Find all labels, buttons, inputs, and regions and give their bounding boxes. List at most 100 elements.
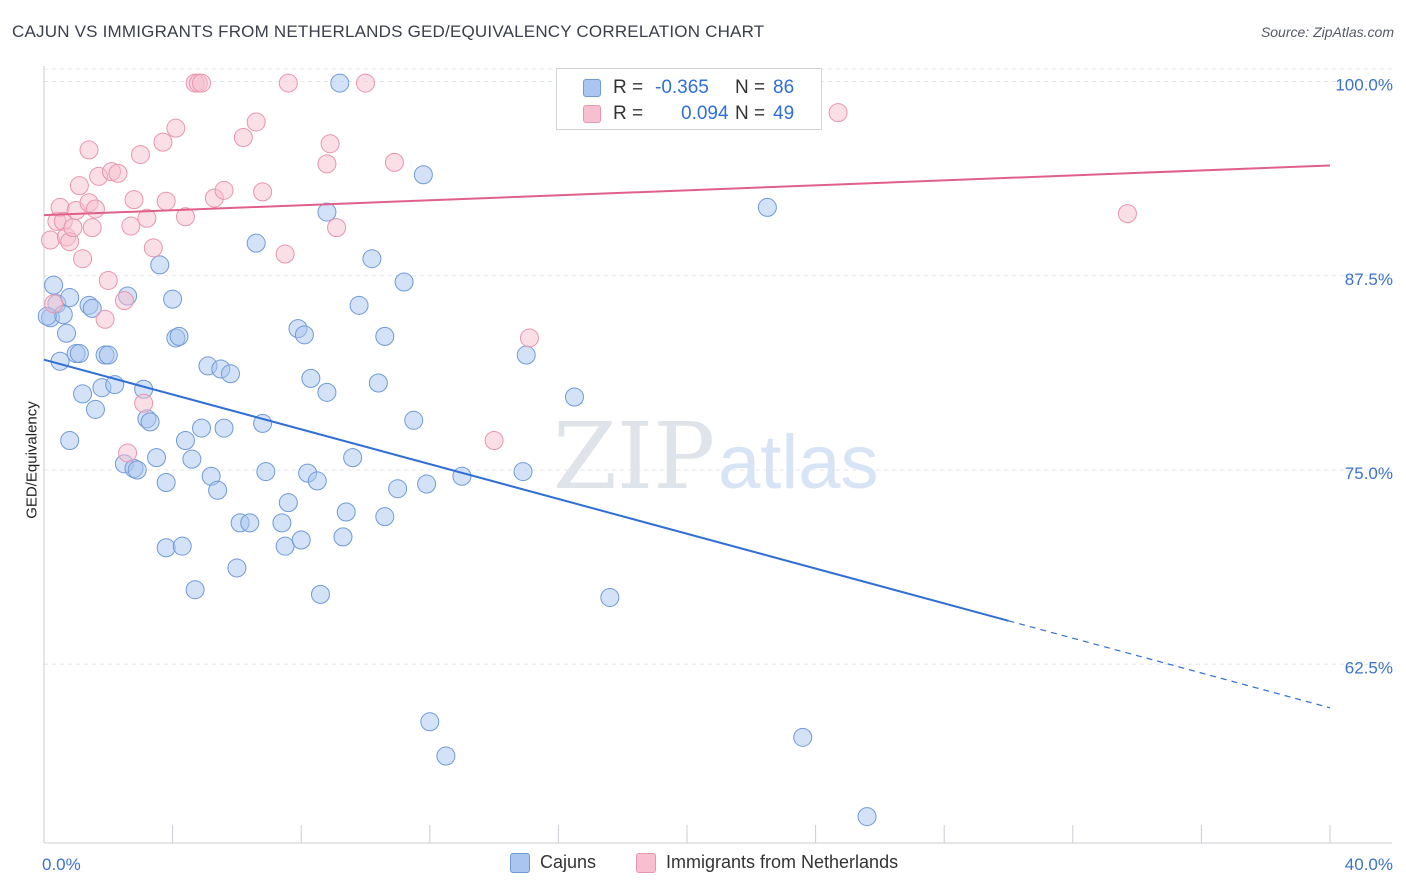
netherlands-point bbox=[124, 190, 144, 210]
netherlands-point bbox=[233, 127, 253, 147]
netherlands-point bbox=[98, 270, 118, 290]
cajuns-point bbox=[294, 325, 314, 345]
y-tick-label: 62.5% bbox=[1345, 658, 1393, 677]
netherlands-point bbox=[130, 145, 150, 165]
cajuns-point bbox=[275, 536, 295, 556]
netherlands-point bbox=[484, 431, 504, 451]
cajuns-point bbox=[253, 413, 273, 433]
cajuns-point bbox=[301, 368, 321, 388]
cajuns-point bbox=[317, 382, 337, 402]
cajuns-point bbox=[208, 480, 228, 500]
netherlands-point bbox=[121, 216, 141, 236]
cajuns-point bbox=[793, 727, 813, 747]
netherlands-point bbox=[317, 154, 337, 174]
netherlands-point bbox=[192, 73, 212, 93]
cajuns-point bbox=[98, 345, 118, 365]
netherlands-point bbox=[40, 230, 60, 250]
netherlands-point bbox=[253, 182, 273, 202]
y-tick-label: 75.0% bbox=[1345, 464, 1393, 483]
netherlands-points bbox=[40, 73, 1137, 463]
netherlands-point bbox=[82, 218, 102, 238]
legend-n-label: N = bbox=[735, 103, 766, 124]
cajuns-point bbox=[272, 513, 292, 533]
cajuns-point bbox=[349, 295, 369, 315]
x-tick-label: 40.0% bbox=[1345, 855, 1393, 874]
cajuns-point bbox=[310, 584, 330, 604]
netherlands-point bbox=[320, 134, 340, 154]
cajuns-point bbox=[394, 272, 414, 292]
cajuns-point bbox=[246, 233, 266, 253]
cajuns-point bbox=[417, 474, 437, 494]
netherlands-point bbox=[79, 140, 99, 160]
cajuns-point bbox=[333, 527, 353, 547]
netherlands-point bbox=[69, 176, 89, 196]
netherlands-point bbox=[143, 238, 163, 258]
netherlands-trend-line bbox=[43, 164, 1331, 217]
cajuns-point bbox=[60, 431, 80, 451]
netherlands-point bbox=[246, 112, 266, 132]
cajuns-point bbox=[60, 288, 80, 308]
legend-swatch-cajuns bbox=[583, 79, 601, 97]
cajuns-trend-extension bbox=[1008, 620, 1331, 709]
watermark: ZIP atlas bbox=[553, 403, 879, 510]
cajuns-point bbox=[147, 448, 167, 468]
gridlines bbox=[44, 68, 1392, 665]
legend-n-value: 49 bbox=[773, 103, 795, 124]
cajuns-point bbox=[220, 364, 240, 384]
cajuns-point bbox=[82, 298, 102, 318]
cajuns-point bbox=[150, 255, 170, 275]
legend-n-value: 86 bbox=[773, 77, 795, 98]
netherlands-point bbox=[327, 218, 347, 238]
chart-title: CAJUN VS IMMIGRANTS FROM NETHERLANDS GED… bbox=[12, 22, 765, 41]
legend-n-label: N = bbox=[735, 77, 766, 98]
cajuns-point bbox=[57, 323, 77, 343]
cajuns-point bbox=[85, 399, 105, 419]
cajuns-point bbox=[375, 326, 395, 346]
bottom-legend-label-cajuns: Cajuns bbox=[540, 852, 597, 872]
legend-r-value: -0.365 bbox=[655, 77, 709, 98]
netherlands-point bbox=[63, 218, 83, 238]
cajuns-point bbox=[362, 249, 382, 269]
watermark-zip: ZIP bbox=[553, 403, 715, 510]
netherlands-point bbox=[356, 73, 375, 93]
netherlands-point bbox=[85, 199, 105, 219]
cajuns-point bbox=[291, 530, 311, 550]
stats-legend: R = -0.365 N = 86 R = 0.094 N = 49 bbox=[556, 68, 822, 130]
watermark-atlas: atlas bbox=[718, 420, 879, 505]
netherlands-point bbox=[153, 132, 173, 152]
netherlands-point bbox=[137, 208, 157, 228]
cajuns-point bbox=[214, 418, 234, 438]
netherlands-point bbox=[156, 191, 176, 211]
netherlands-point bbox=[134, 393, 154, 413]
tick-labels: 62.5% 75.0% 87.5% 100.0% 0.0% 40.0% bbox=[42, 76, 1393, 874]
cajuns-point bbox=[156, 538, 176, 558]
x-tick-label: 0.0% bbox=[42, 855, 81, 874]
netherlands-point bbox=[73, 249, 93, 269]
cajuns-point bbox=[169, 326, 189, 346]
cajuns-point bbox=[44, 275, 64, 295]
cajuns-point bbox=[156, 472, 176, 492]
cajuns-point bbox=[375, 507, 395, 527]
cajuns-point bbox=[516, 345, 536, 365]
cajuns-point bbox=[256, 462, 276, 482]
axes bbox=[43, 66, 1392, 844]
cajuns-points bbox=[37, 73, 877, 827]
cajuns-point bbox=[278, 493, 298, 513]
bottom-legend-swatch-cajuns bbox=[510, 853, 530, 873]
cajuns-trend-line bbox=[43, 358, 1009, 622]
bottom-legend-label-netherlands: Immigrants from Netherlands bbox=[666, 852, 899, 872]
netherlands-point bbox=[828, 103, 848, 123]
netherlands-point bbox=[278, 73, 298, 93]
cajuns-point bbox=[413, 165, 433, 185]
cajuns-point bbox=[127, 460, 147, 480]
netherlands-point bbox=[1117, 204, 1137, 224]
netherlands-point bbox=[519, 328, 539, 348]
cajuns-point bbox=[452, 466, 472, 486]
cajuns-point bbox=[185, 580, 205, 600]
cajuns-point bbox=[227, 558, 247, 578]
cajuns-point bbox=[163, 289, 183, 309]
netherlands-point bbox=[214, 180, 234, 200]
cajuns-point bbox=[240, 513, 260, 533]
cajuns-point bbox=[175, 431, 195, 451]
